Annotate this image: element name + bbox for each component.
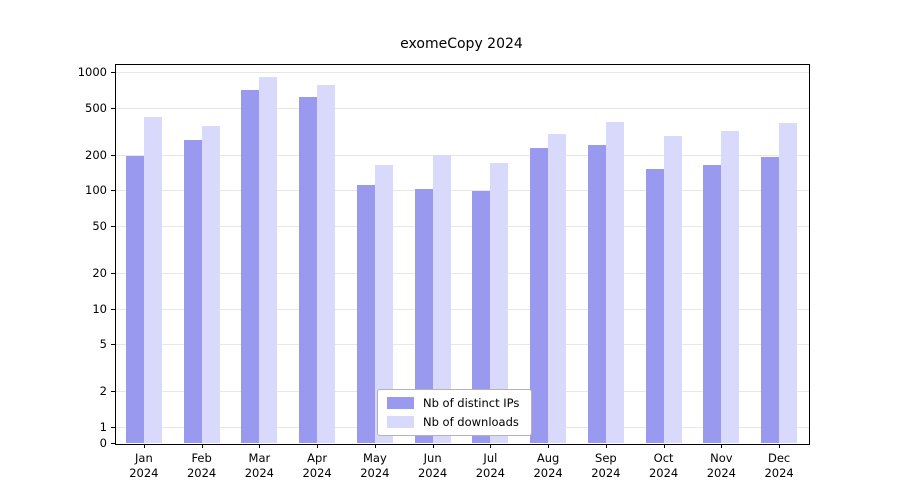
bar-distinct-ips <box>587 145 606 443</box>
y-tick-mark <box>111 225 115 227</box>
x-tick-label-month: Mar <box>248 451 271 465</box>
x-tick-mark <box>721 444 723 448</box>
y-tick-label: 2 <box>99 384 107 399</box>
x-tick-label-month: Dec <box>767 451 791 465</box>
bar-distinct-ips <box>530 147 549 443</box>
x-tick-label-year: 2024 <box>764 466 794 480</box>
bar-downloads <box>663 135 682 443</box>
legend-item-downloads: Nb of downloads <box>387 415 519 429</box>
x-tick-label-year: 2024 <box>360 466 390 480</box>
chart-title: exomeCopy 2024 <box>400 36 523 52</box>
x-tick-mark <box>548 444 550 448</box>
x-tick-label-year: 2024 <box>244 466 275 480</box>
legend-label-downloads: Nb of downloads <box>423 415 519 429</box>
x-tick-mark <box>605 444 607 448</box>
bar-distinct-ips <box>645 169 664 443</box>
y-tick-label: 5 <box>99 337 107 352</box>
y-tick-mark <box>111 72 115 73</box>
x-tick-mark <box>317 444 319 448</box>
legend-swatch-downloads <box>387 416 414 428</box>
y-tick-label: 20 <box>92 266 107 281</box>
bar-distinct-ips <box>761 157 780 443</box>
bar-downloads <box>779 123 798 443</box>
bar-downloads <box>605 121 624 443</box>
x-tick-mark <box>779 444 781 448</box>
bar-downloads <box>490 163 509 443</box>
x-tick-label-year: 2024 <box>706 466 737 480</box>
bar-distinct-ips <box>125 156 144 443</box>
gridline <box>116 225 809 227</box>
bar-downloads <box>432 154 451 443</box>
x-tick-label-year: 2024 <box>417 466 448 480</box>
y-tick-mark <box>111 107 115 109</box>
bar-distinct-ips <box>241 90 260 443</box>
y-tick-mark <box>111 391 115 393</box>
y-tick-label: 100 <box>85 183 107 198</box>
bar-downloads <box>259 77 278 443</box>
gridline <box>116 190 809 192</box>
legend: Nb of distinct IPs Nb of downloads <box>377 389 533 436</box>
x-tick-mark <box>259 444 261 448</box>
x-tick-mark <box>143 444 145 448</box>
x-tick-label-month: Oct <box>653 451 674 465</box>
gridline <box>116 154 809 156</box>
y-tick-label: 1000 <box>77 65 107 79</box>
x-tick-label-month: Apr <box>307 451 328 465</box>
x-tick-label-year: 2024 <box>186 466 217 480</box>
y-tick-mark <box>111 273 115 275</box>
gridline <box>116 344 809 346</box>
legend-swatch-distinct-ips <box>387 397 414 409</box>
bar-distinct-ips <box>703 164 722 443</box>
x-tick-label-month: Jul <box>483 451 498 465</box>
y-tick-label: 200 <box>85 147 107 162</box>
bar-distinct-ips <box>183 140 202 443</box>
x-tick-label-month: Nov <box>710 451 733 465</box>
bar-downloads <box>374 164 393 443</box>
x-tick-label-month: Sep <box>595 451 617 465</box>
x-tick-label-month: Aug <box>536 451 560 465</box>
x-tick-mark <box>432 444 434 448</box>
y-tick-mark <box>111 154 115 156</box>
x-tick-label-year: 2024 <box>648 466 679 480</box>
bar-downloads <box>721 130 740 443</box>
x-tick-mark <box>201 444 203 448</box>
legend-item-distinct-ips: Nb of distinct IPs <box>387 396 519 410</box>
gridline <box>116 273 809 275</box>
y-tick-mark <box>111 443 115 444</box>
y-tick-label: 0 <box>99 436 107 450</box>
y-tick-label: 500 <box>85 100 107 115</box>
x-tick-label-month: May <box>362 451 387 465</box>
gridline <box>116 107 809 109</box>
x-tick-label-year: 2024 <box>475 466 506 480</box>
bar-distinct-ips <box>356 185 375 443</box>
x-tick-label-year: 2024 <box>533 466 563 480</box>
y-tick-mark <box>111 190 115 192</box>
y-tick-mark <box>111 308 115 310</box>
x-tick-label-year: 2024 <box>129 466 159 480</box>
bar-downloads <box>548 133 567 443</box>
gridline <box>116 72 809 73</box>
x-tick-label-month: Jan <box>135 451 153 465</box>
x-tick-label-year: 2024 <box>591 466 621 480</box>
x-tick-label-year: 2024 <box>302 466 332 480</box>
y-tick-label: 1 <box>99 420 107 434</box>
x-tick-mark <box>490 444 492 448</box>
y-tick-mark <box>111 344 115 346</box>
legend-label-distinct-ips: Nb of distinct IPs <box>423 396 520 410</box>
bar-distinct-ips <box>472 191 491 443</box>
bar-downloads <box>201 125 220 443</box>
bar-downloads <box>143 116 162 443</box>
x-tick-mark <box>374 444 376 448</box>
y-tick-mark <box>111 427 115 428</box>
bar-distinct-ips <box>414 188 433 443</box>
gridline <box>116 308 809 310</box>
bar-downloads <box>317 84 336 443</box>
x-tick-mark <box>663 444 665 448</box>
y-tick-label: 50 <box>92 218 107 233</box>
x-tick-label-month: Feb <box>191 451 212 465</box>
bar-distinct-ips <box>299 96 318 443</box>
y-tick-label: 10 <box>92 301 107 316</box>
x-tick-label-month: Jun <box>423 451 442 465</box>
